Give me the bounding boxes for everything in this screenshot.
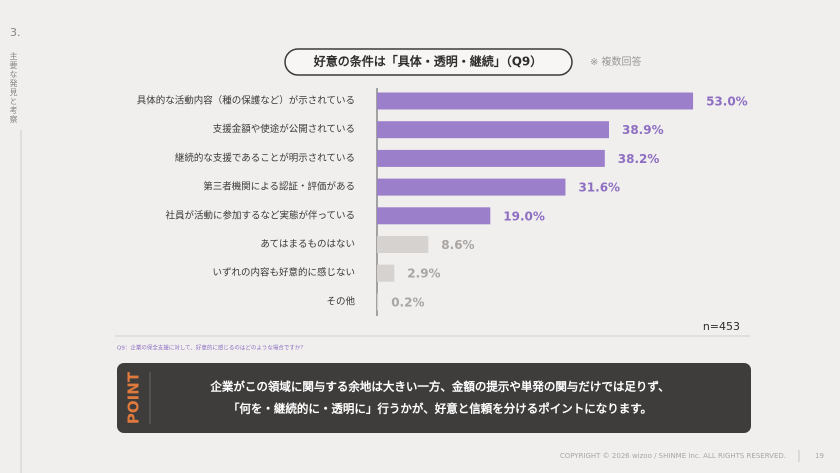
bar xyxy=(377,236,429,253)
category-label: 第三者機関による認証・評価がある xyxy=(203,181,355,193)
footnote: Q9：企業の保全支援に対して、好意的に感じるのはどのような場合ですか？ xyxy=(117,344,306,352)
value-label: 0.2% xyxy=(391,295,424,309)
section-title: 主要な発見と考察 xyxy=(9,52,18,124)
point-text: 企業がこの領域に関与する余地は大きい一方、金額の提示や単発の関与だけでは足りず、 xyxy=(209,380,669,394)
point-text: 「何を・継続的に・透明に」行うかが、好意と信頼を分けるポイントになります。 xyxy=(228,402,652,416)
bar xyxy=(377,207,491,225)
bar xyxy=(377,293,379,311)
value-label: 2.9% xyxy=(407,267,440,281)
category-label: その他 xyxy=(326,295,355,307)
category-label: 社員が活動に参加するなど実態が伴っている xyxy=(165,209,355,221)
title-pill xyxy=(284,48,573,76)
chart-title: 好意の条件は「具体・透明・継続」（Q9） xyxy=(313,54,543,69)
bar xyxy=(377,92,694,110)
category-label: 支援金額や使途が公開されている xyxy=(213,123,355,135)
value-label: 38.9% xyxy=(622,123,664,137)
bar xyxy=(377,264,395,282)
value-label: 31.6% xyxy=(578,181,620,195)
category-label: 具体的な活動内容（種の保護など）が示されている xyxy=(137,95,355,107)
sample-size: n=453 xyxy=(703,320,740,333)
point-box xyxy=(117,363,751,433)
value-label: 8.6% xyxy=(441,238,474,252)
page-number: 19 xyxy=(815,452,824,460)
copyright: COPYRIGHT © 2026 wizoo / SHINME Inc. ALL… xyxy=(560,452,786,460)
point-label: POINT xyxy=(125,371,143,424)
category-label: いずれの内容も好意的に感じない xyxy=(212,267,355,279)
category-label: 継続的な支援であることが明示されている xyxy=(175,152,355,164)
value-label: 19.0% xyxy=(503,209,545,223)
category-label: あてはまるものはない xyxy=(260,239,355,250)
bar xyxy=(377,121,609,139)
value-label: 53.0% xyxy=(706,95,748,109)
section-number: 3. xyxy=(10,26,21,39)
value-label: 38.2% xyxy=(618,152,660,166)
bar xyxy=(377,149,605,167)
bar xyxy=(377,178,566,196)
chart-note: ※ 複数回答 xyxy=(590,55,642,68)
